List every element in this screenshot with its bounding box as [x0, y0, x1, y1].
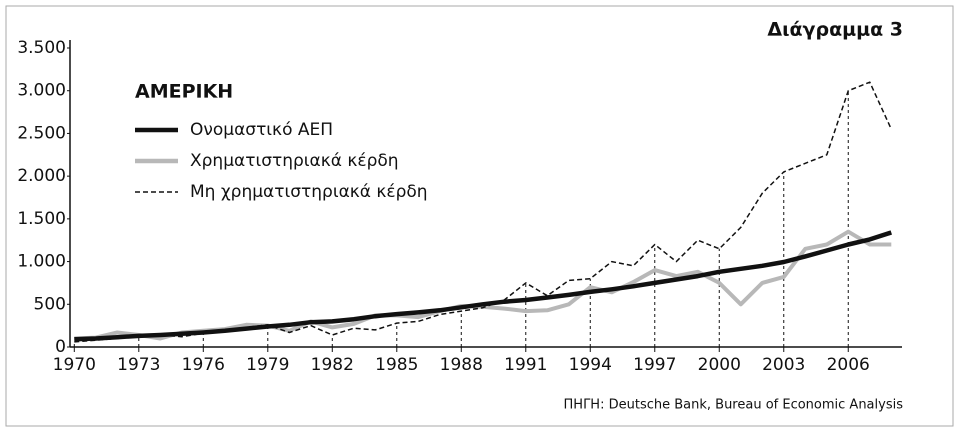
y-tick-label: 3.000 [17, 81, 66, 101]
chart-title: Διάγραμμα 3 [767, 19, 903, 41]
y-tick-label: 3.500 [17, 38, 66, 58]
x-tick-label: 1979 [246, 355, 289, 375]
frame [5, 5, 954, 427]
y-tick-label: 1.500 [17, 209, 66, 229]
x-tick-label: 2000 [698, 355, 741, 375]
series-line [74, 230, 892, 342]
legend-label: Μη χρηματιστηριακά κέρδη [190, 182, 428, 202]
chart-subtitle: ΑΜΕΡΙΚΗ [135, 81, 233, 103]
x-tick-label: 1997 [633, 355, 676, 375]
y-tick-label: 2.000 [17, 166, 66, 186]
series-line [74, 229, 892, 341]
y-tick-label: 1.000 [17, 252, 66, 272]
y-tick-label: 0 [55, 337, 66, 357]
x-tick-label: 1991 [504, 355, 547, 375]
y-tick-label: 500 [34, 294, 66, 314]
legend-label: Χρηματιστηριακά κέρδη [190, 151, 399, 171]
source: ΠΗΓΗ: Deutsche Bank, Bureau of Economic … [564, 398, 904, 413]
x-tick-label: 1982 [311, 355, 354, 375]
x-tick-label: 1994 [569, 355, 612, 375]
x-tick-label: 2003 [762, 355, 805, 375]
x-tick-label: 1976 [182, 355, 225, 375]
x-tick-label: 1985 [375, 355, 418, 375]
legend-label: Ονομαστικό ΑΕΠ [190, 120, 333, 140]
y-tick-label: 2.500 [17, 123, 66, 143]
x-tick-label: 1988 [440, 355, 483, 375]
x-tick-label: 1973 [117, 355, 160, 375]
x-tick-label: 2006 [827, 355, 870, 375]
x-tick-label: 1970 [53, 355, 96, 375]
